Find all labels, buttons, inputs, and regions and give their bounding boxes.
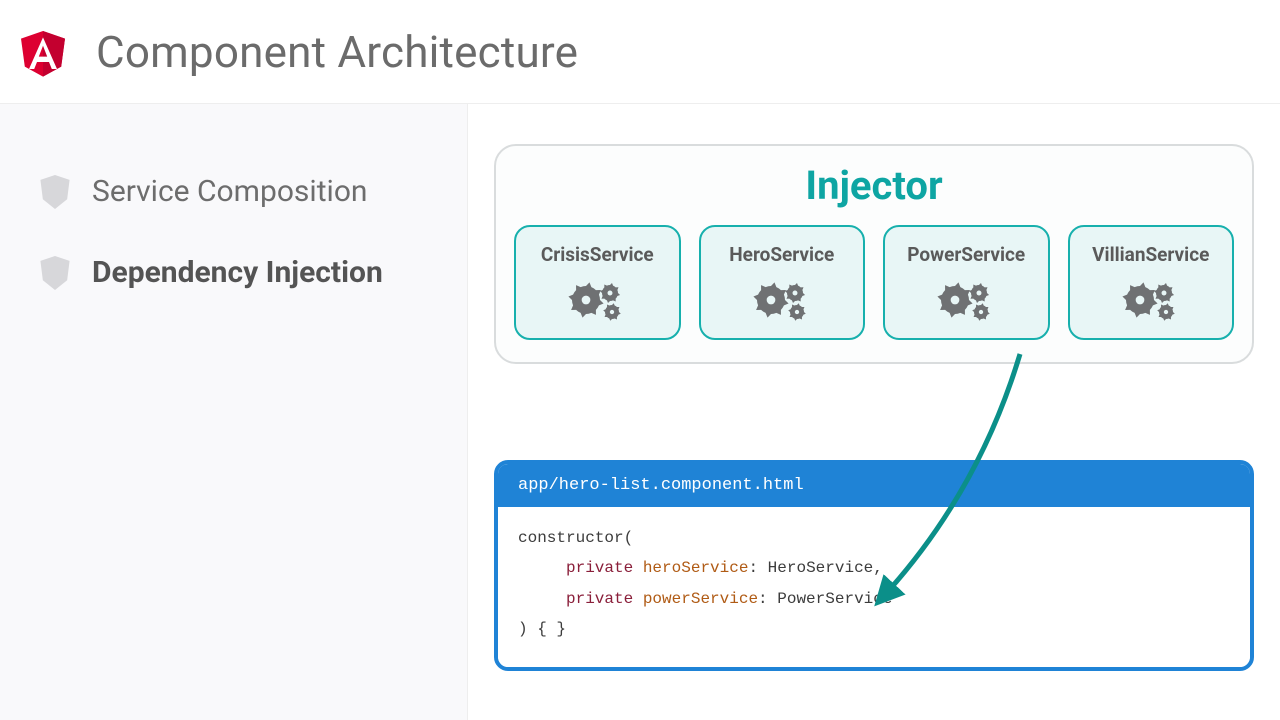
sidebar-item-service-composition[interactable]: Service Composition <box>40 174 439 209</box>
service-name: HeroService <box>707 243 858 266</box>
shield-icon <box>40 175 70 209</box>
gears-icon <box>891 276 1042 324</box>
code-line: ) { } <box>518 614 1230 644</box>
body: Service Composition Dependency Injection… <box>0 104 1280 720</box>
code-body: constructor( private heroService: HeroSe… <box>498 507 1250 667</box>
injector-panel: Injector CrisisService HeroService Power… <box>494 144 1254 364</box>
angular-logo-icon <box>18 25 68 79</box>
sidebar-item-label: Dependency Injection <box>92 255 383 290</box>
sidebar-item-dependency-injection[interactable]: Dependency Injection <box>40 255 439 290</box>
service-box: VillianService <box>1068 225 1235 340</box>
code-filename: app/hero-list.component.html <box>498 464 1250 507</box>
injector-title: Injector <box>514 162 1234 209</box>
service-name: CrisisService <box>522 243 673 266</box>
code-line: private heroService: HeroService, <box>518 553 1230 583</box>
sidebar-item-label: Service Composition <box>92 174 368 209</box>
service-box: CrisisService <box>514 225 681 340</box>
service-box: PowerService <box>883 225 1050 340</box>
code-line: constructor( <box>518 523 1230 553</box>
page-title: Component Architecture <box>96 26 578 78</box>
gears-icon <box>707 276 858 324</box>
service-name: PowerService <box>891 243 1042 266</box>
main-area: Injector CrisisService HeroService Power… <box>468 104 1280 720</box>
code-line: private powerService: PowerService <box>518 584 1230 614</box>
shield-icon <box>40 256 70 290</box>
service-name: VillianService <box>1076 243 1227 266</box>
service-box: HeroService <box>699 225 866 340</box>
services-row: CrisisService HeroService PowerService V… <box>514 225 1234 340</box>
gears-icon <box>522 276 673 324</box>
sidebar: Service Composition Dependency Injection <box>0 104 468 720</box>
header: Component Architecture <box>0 0 1280 104</box>
gears-icon <box>1076 276 1227 324</box>
code-panel: app/hero-list.component.html constructor… <box>494 460 1254 671</box>
